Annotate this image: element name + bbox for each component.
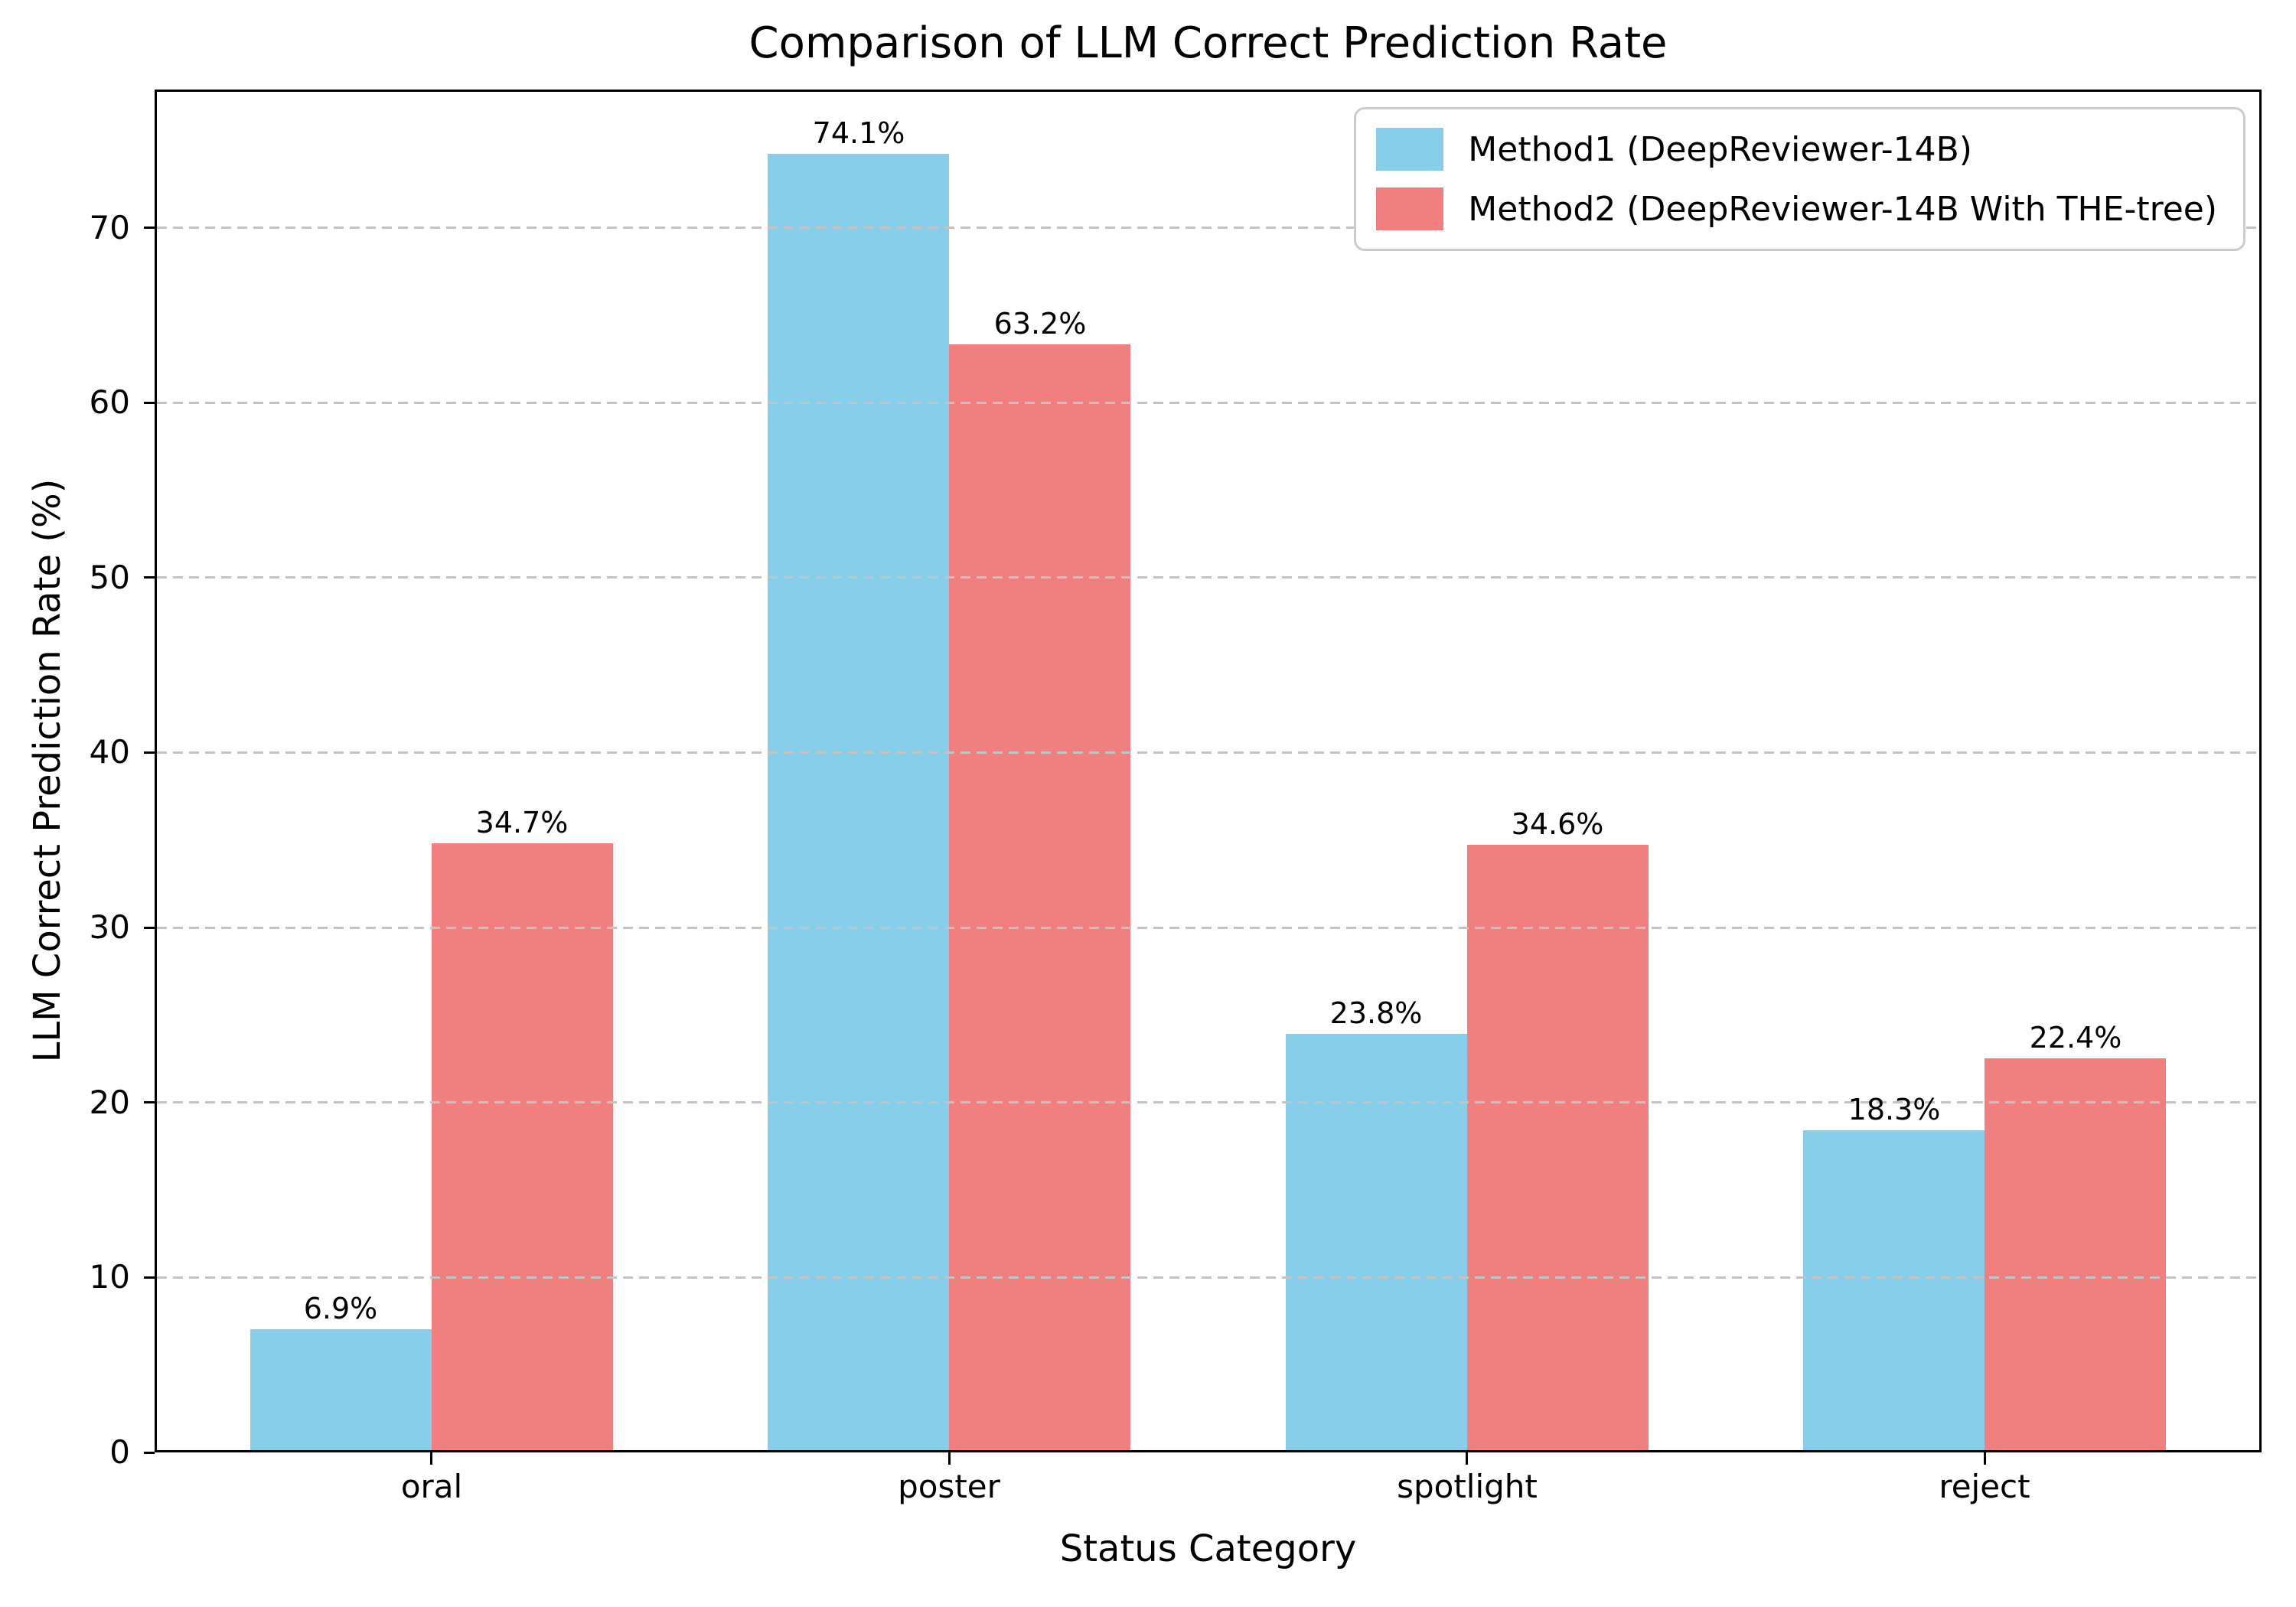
bar-poster-series1 bbox=[768, 154, 949, 1450]
value-label-oral-series1: 6.9% bbox=[303, 1292, 378, 1325]
bar-oral-series2 bbox=[432, 843, 613, 1450]
gridline-y-50 bbox=[157, 576, 2259, 579]
gridline-y-20 bbox=[157, 1101, 2259, 1103]
bar-spotlight-series1 bbox=[1286, 1034, 1467, 1450]
gridline-y-40 bbox=[157, 751, 2259, 754]
legend-row-series1: Method1 (DeepReviewer-14B) bbox=[1376, 128, 2217, 171]
gridline-y-30 bbox=[157, 927, 2259, 929]
value-label-spotlight-series2: 34.6% bbox=[1511, 807, 1604, 841]
value-label-poster-series1: 74.1% bbox=[812, 116, 905, 150]
chart-title: Comparison of LLM Correct Prediction Rat… bbox=[748, 18, 1668, 68]
y-tick-mark-20 bbox=[144, 1101, 155, 1103]
gridline-y-10 bbox=[157, 1276, 2259, 1279]
y-tick-mark-10 bbox=[144, 1276, 155, 1279]
y-tick-label-70: 70 bbox=[89, 209, 130, 246]
y-tick-mark-30 bbox=[144, 927, 155, 929]
bar-spotlight-series2 bbox=[1467, 845, 1649, 1450]
plot-area bbox=[155, 90, 2262, 1452]
legend-label-series1: Method1 (DeepReviewer-14B) bbox=[1468, 129, 1972, 169]
y-tick-label-60: 60 bbox=[89, 383, 130, 421]
value-label-spotlight-series1: 23.8% bbox=[1329, 996, 1423, 1030]
value-label-poster-series2: 63.2% bbox=[993, 307, 1087, 341]
y-tick-mark-50 bbox=[144, 576, 155, 579]
y-tick-label-20: 20 bbox=[89, 1084, 130, 1121]
y-tick-label-10: 10 bbox=[89, 1258, 130, 1296]
x-tick-label-oral: oral bbox=[400, 1468, 463, 1505]
y-tick-label-50: 50 bbox=[89, 559, 130, 596]
x-tick-label-reject: reject bbox=[1939, 1468, 2030, 1505]
legend-swatch-series1 bbox=[1376, 128, 1444, 171]
value-label-reject-series1: 18.3% bbox=[1848, 1093, 1941, 1126]
y-tick-label-0: 0 bbox=[109, 1433, 130, 1471]
bar-poster-series2 bbox=[949, 344, 1130, 1450]
bar-reject-series1 bbox=[1803, 1130, 1985, 1450]
legend-row-series2: Method2 (DeepReviewer-14B With THE-tree) bbox=[1376, 187, 2217, 230]
legend-swatch-series2 bbox=[1376, 187, 1444, 230]
gridline-y-60 bbox=[157, 402, 2259, 404]
y-tick-mark-60 bbox=[144, 402, 155, 404]
x-tick-label-spotlight: spotlight bbox=[1397, 1468, 1538, 1505]
bar-oral-series1 bbox=[250, 1329, 432, 1450]
y-tick-mark-40 bbox=[144, 751, 155, 754]
y-tick-label-40: 40 bbox=[89, 733, 130, 771]
legend: Method1 (DeepReviewer-14B) Method2 (DeepR… bbox=[1354, 107, 2245, 251]
bar-reject-series2 bbox=[1985, 1058, 2166, 1450]
x-tick-label-poster: poster bbox=[898, 1468, 1000, 1505]
legend-label-series2: Method2 (DeepReviewer-14B With THE-tree) bbox=[1468, 189, 2217, 229]
x-axis-label: Status Category bbox=[1059, 1527, 1357, 1570]
x-tick-mark-spotlight bbox=[1466, 1452, 1468, 1465]
x-tick-mark-poster bbox=[948, 1452, 951, 1465]
y-tick-mark-70 bbox=[144, 227, 155, 229]
x-tick-mark-oral bbox=[430, 1452, 432, 1465]
value-label-oral-series2: 34.7% bbox=[475, 806, 569, 839]
y-tick-mark-0 bbox=[144, 1452, 155, 1454]
x-tick-mark-reject bbox=[1984, 1452, 1986, 1465]
y-tick-label-30: 30 bbox=[89, 908, 130, 946]
gridline-y-70 bbox=[157, 227, 2259, 229]
value-label-reject-series2: 22.4% bbox=[2029, 1021, 2122, 1054]
